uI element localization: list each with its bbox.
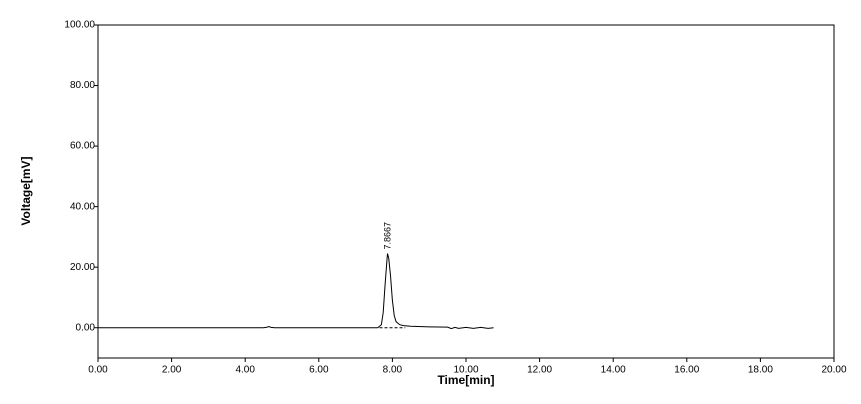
- x-tick-label: 0.00: [88, 365, 108, 376]
- x-tick-label: 8.00: [383, 365, 403, 376]
- y-tick-label: 60.00: [70, 141, 95, 152]
- x-axis-title: Time[min]: [437, 373, 494, 387]
- x-tick-label: 20.00: [821, 365, 846, 376]
- x-tick-label: 2.00: [162, 365, 182, 376]
- series-line: [98, 253, 494, 330]
- y-tick-label: 20.00: [70, 262, 95, 273]
- y-tick-label: 100.00: [64, 20, 95, 31]
- x-tick-label: 14.00: [601, 365, 626, 376]
- y-axis-title: Voltage[mV]: [19, 156, 33, 225]
- x-tick-label: 12.00: [527, 365, 552, 376]
- x-tick-label: 10.00: [453, 365, 478, 376]
- x-tick-label: 16.00: [674, 365, 699, 376]
- y-tick-label: 0.00: [76, 322, 96, 333]
- peak-label: 7.8667: [382, 222, 392, 250]
- y-tick-label: 40.00: [70, 201, 95, 212]
- x-tick-label: 4.00: [235, 365, 255, 376]
- x-tick-label: 18.00: [748, 365, 773, 376]
- plot-frame: [97, 24, 835, 359]
- x-tick-label: 6.00: [309, 365, 329, 376]
- y-tick-label: 80.00: [70, 80, 95, 91]
